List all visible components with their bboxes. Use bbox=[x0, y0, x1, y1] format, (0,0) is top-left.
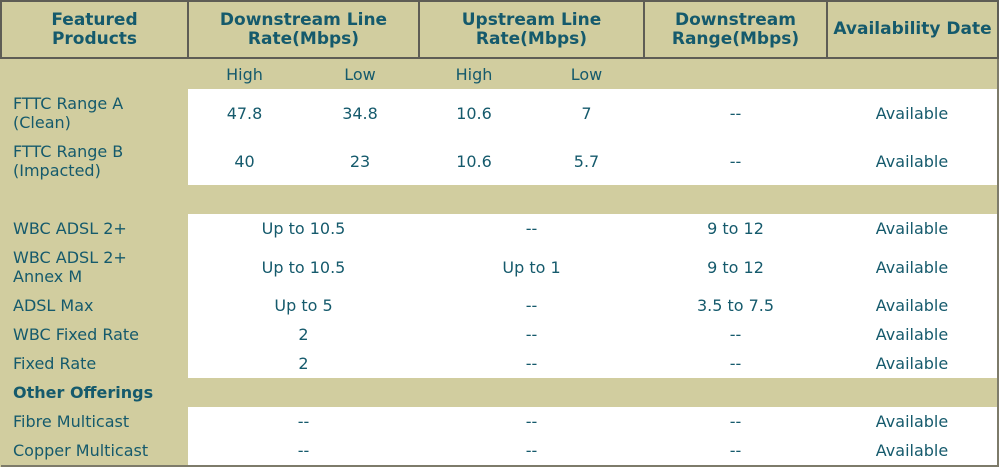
header-row: Featured Products Downstream Line Rate(M… bbox=[0, 0, 999, 59]
section-row: Other Offerings bbox=[1, 378, 998, 407]
cell: 5.7 bbox=[529, 137, 644, 185]
cell: 40 bbox=[188, 137, 301, 185]
cell: 34.8 bbox=[301, 89, 419, 137]
row-label: Fibre Multicast bbox=[13, 412, 130, 431]
cell: -- bbox=[644, 320, 827, 349]
row-label: WBC Fixed Rate bbox=[13, 325, 140, 344]
cell: Up to 10.5 bbox=[188, 214, 419, 243]
cell: 10.6 bbox=[419, 137, 529, 185]
table-row: Copper Multicast -- -- -- Available bbox=[1, 436, 998, 466]
header-cell: Featured Products bbox=[0, 0, 189, 59]
cell: -- bbox=[644, 137, 827, 185]
cell: -- bbox=[419, 291, 644, 320]
table-row: ADSL Max Up to 5 -- 3.5 to 7.5 Available bbox=[1, 291, 998, 320]
table-row: Fixed Rate 2 -- -- Available bbox=[1, 349, 998, 378]
section-label: Other Offerings bbox=[13, 383, 154, 402]
table-row: Fibre Multicast -- -- -- Available bbox=[1, 407, 998, 436]
cell: -- bbox=[188, 407, 419, 436]
cell: Available bbox=[827, 349, 998, 378]
table-row: WBC ADSL 2+ Up to 10.5 -- 9 to 12 Available bbox=[1, 214, 998, 243]
cell: 2 bbox=[188, 349, 419, 378]
cell: -- bbox=[419, 214, 644, 243]
cell: -- bbox=[644, 349, 827, 378]
cell: 23 bbox=[301, 137, 419, 185]
cell: Available bbox=[827, 436, 998, 466]
row-label: FTTC Range B (Impacted) bbox=[13, 142, 124, 180]
cell: 47.8 bbox=[188, 89, 301, 137]
cell: Available bbox=[827, 407, 998, 436]
cell: Available bbox=[827, 291, 998, 320]
cell: -- bbox=[419, 349, 644, 378]
row-label: ADSL Max bbox=[13, 296, 94, 315]
cell: 10.6 bbox=[419, 89, 529, 137]
cell: 2 bbox=[188, 320, 419, 349]
cell: Up to 1 bbox=[419, 243, 644, 291]
cell: -- bbox=[644, 436, 827, 466]
table-row: WBC Fixed Rate 2 -- -- Available bbox=[1, 320, 998, 349]
row-label: FTTC Range A (Clean) bbox=[13, 94, 124, 132]
subheader-cell: Low bbox=[570, 64, 603, 84]
table-row: FTTC Range B (Impacted) 40 23 10.6 5.7 -- Avai… bbox=[1, 137, 998, 185]
header-cell: Availability Date bbox=[826, 0, 999, 59]
cell: -- bbox=[419, 320, 644, 349]
cell: 9 to 12 bbox=[644, 243, 827, 291]
cell: -- bbox=[419, 436, 644, 466]
row-label: WBC ADSL 2+ bbox=[13, 219, 127, 238]
cell: Available bbox=[827, 137, 998, 185]
cell: Available bbox=[827, 89, 998, 137]
cell: -- bbox=[644, 89, 827, 137]
cell: -- bbox=[419, 407, 644, 436]
cell: Available bbox=[827, 243, 998, 291]
row-label: WBC ADSL 2+ Annex M bbox=[13, 248, 127, 286]
row-label: Copper Multicast bbox=[13, 441, 149, 460]
table-row: FTTC Range A (Clean) 47.8 34.8 10.6 7 -- Avail… bbox=[1, 89, 998, 137]
cell: -- bbox=[644, 407, 827, 436]
header-cell: Downstream Line Rate(Mbps) bbox=[187, 0, 420, 59]
cell: Up to 5 bbox=[188, 291, 419, 320]
cell: 9 to 12 bbox=[644, 214, 827, 243]
cell: 3.5 to 7.5 bbox=[644, 291, 827, 320]
header-cell: Upstream Line Rate(Mbps) bbox=[418, 0, 645, 59]
subheader-cell: High bbox=[455, 64, 493, 84]
spacer-row bbox=[1, 185, 998, 214]
spacer bbox=[1, 185, 998, 214]
cell: Available bbox=[827, 214, 998, 243]
subheader-cell: High bbox=[226, 64, 263, 84]
cell: Available bbox=[827, 320, 998, 349]
cell: 7 bbox=[529, 89, 644, 137]
header-cell: Downstream Range(Mbps) bbox=[643, 0, 828, 59]
row-label: Fixed Rate bbox=[13, 354, 97, 373]
cell: Up to 10.5 bbox=[188, 243, 419, 291]
subheader-cell: Low bbox=[344, 64, 376, 84]
subheader-row: High Low High Low bbox=[1, 58, 998, 89]
cell: -- bbox=[188, 436, 419, 466]
